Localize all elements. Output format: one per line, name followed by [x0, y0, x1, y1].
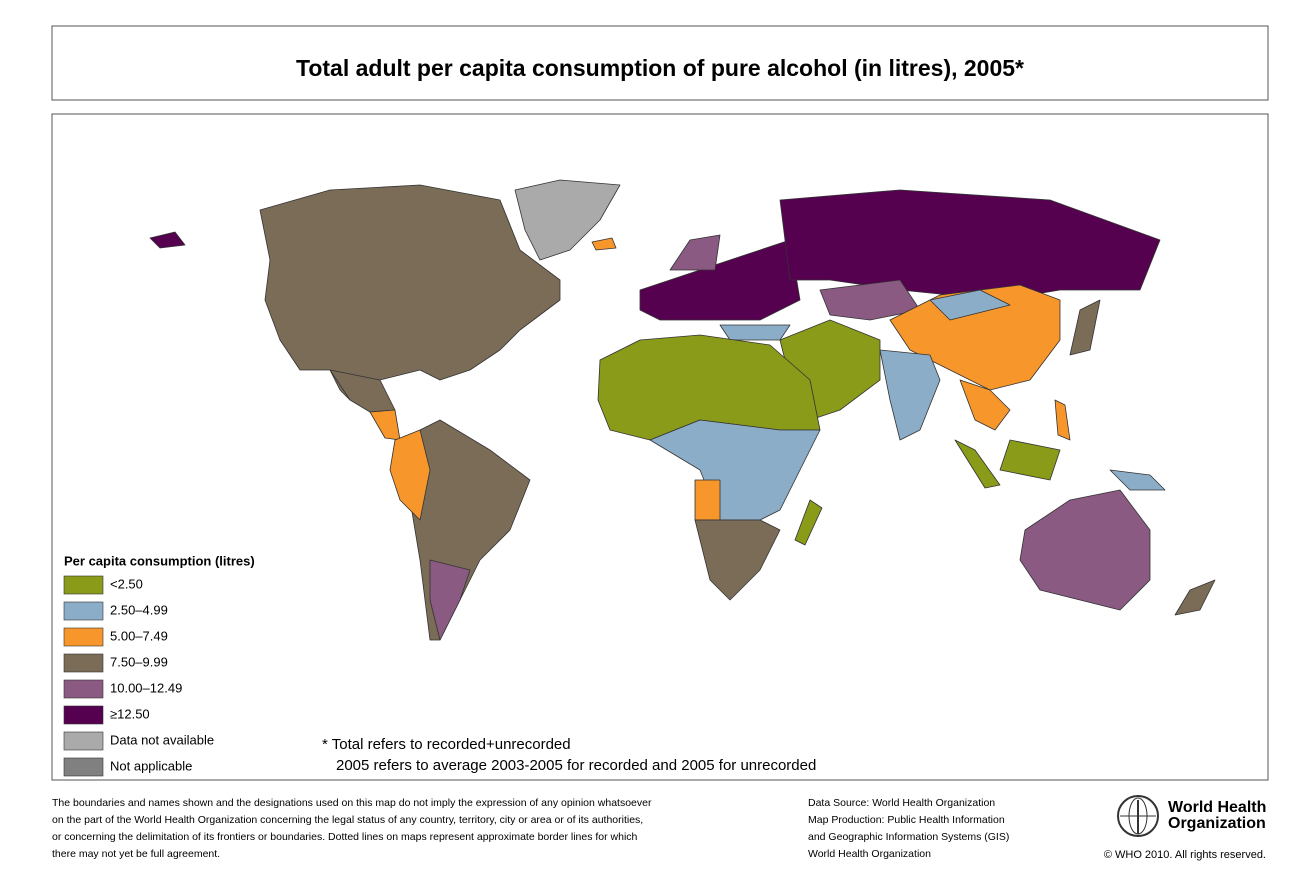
north-america — [259, 184, 561, 401]
legend-swatch — [63, 575, 104, 595]
legend-title: Per capita consumption (litres) — [64, 553, 255, 568]
disclaimer: The boundaries and names shown and the d… — [52, 797, 652, 860]
legend-label: 2.50–4.99 — [110, 602, 168, 617]
disclaimer-line: The boundaries and names shown and the d… — [52, 797, 652, 809]
legend-label: <2.50 — [110, 576, 143, 591]
legend-label: 7.50–9.99 — [110, 654, 168, 669]
legend-swatch — [63, 627, 104, 647]
india — [879, 349, 941, 441]
legend-label: Data not available — [110, 732, 214, 747]
papua — [1109, 469, 1166, 491]
source-line: Data Source: World Health Organization — [808, 797, 995, 809]
data-source: Data Source: World Health Organization Ma… — [808, 797, 1009, 860]
scandinavia — [669, 234, 721, 271]
source-line: Map Production: Public Health Informatio… — [808, 814, 1005, 826]
japan — [1069, 299, 1101, 356]
andes — [389, 429, 431, 521]
footnote: 2005 refers to average 2003-2005 for rec… — [336, 757, 816, 774]
org-name: World Health — [1168, 799, 1266, 816]
angola — [694, 479, 721, 521]
who-logo: World Health Organization — [1117, 795, 1266, 837]
greenland — [514, 179, 621, 261]
source-line: and Geographic Information Systems (GIS) — [808, 831, 1009, 843]
indonesia — [999, 439, 1061, 481]
disclaimer-line: or concerning the delimitation of its fr… — [52, 831, 638, 843]
iceland — [591, 237, 617, 251]
legend-label: ≥12.50 — [110, 706, 150, 721]
title: Total adult per capita consumption of pu… — [296, 55, 1024, 81]
legend-label: Not applicable — [110, 758, 192, 773]
legend-label: 5.00–7.49 — [110, 628, 168, 643]
argentina — [429, 559, 471, 641]
legend: Per capita consumption (litres) <2.50 2.5… — [63, 553, 255, 777]
southern-africa — [694, 519, 781, 601]
world-map — [149, 179, 1216, 641]
footnote: * Total refers to recorded+unrecorded — [322, 736, 571, 753]
logo-emblem — [1117, 795, 1159, 837]
europe — [639, 239, 801, 321]
title-box — [51, 25, 1269, 101]
australia — [1019, 489, 1151, 611]
sumatra — [954, 439, 1001, 489]
kazakhstan — [819, 279, 921, 321]
legend-swatch — [63, 601, 104, 621]
turkey — [719, 324, 791, 341]
disclaimer-line: on the part of the World Health Organiza… — [52, 814, 643, 826]
legend-swatch — [63, 757, 104, 777]
copyright: © WHO 2010. All rights reserved. — [1104, 849, 1266, 861]
legend-label: 10.00–12.49 — [110, 680, 182, 695]
source-line: World Health Organization — [808, 848, 931, 860]
chukotka — [149, 231, 186, 249]
disclaimer-line: there may not yet be full agreement. — [52, 848, 220, 860]
southeast-asia — [959, 379, 1011, 431]
org-name: Organization — [1168, 815, 1266, 832]
legend-swatch — [63, 705, 104, 725]
russia — [779, 189, 1161, 301]
legend-swatch — [63, 679, 104, 699]
madagascar — [794, 499, 823, 546]
legend-swatch — [63, 653, 104, 673]
new-zealand — [1174, 579, 1216, 616]
philippines — [1054, 399, 1071, 441]
mongolia — [929, 289, 1011, 321]
legend-swatch — [63, 731, 104, 751]
